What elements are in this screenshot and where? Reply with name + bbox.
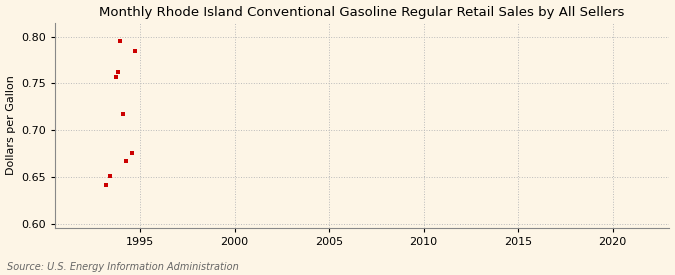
Y-axis label: Dollars per Gallon: Dollars per Gallon [5, 76, 16, 175]
Point [115, 39, 126, 43]
Text: Source: U.S. Energy Information Administration: Source: U.S. Energy Information Administ… [7, 262, 238, 272]
Title: Monthly Rhode Island Conventional Gasoline Regular Retail Sales by All Sellers: Monthly Rhode Island Conventional Gasoli… [99, 6, 625, 18]
Point [127, 150, 138, 155]
Point [130, 48, 140, 53]
Point [117, 112, 128, 116]
Point [111, 75, 122, 79]
Point [101, 183, 111, 188]
Point [113, 70, 124, 74]
Point [105, 174, 115, 178]
Point [120, 159, 131, 163]
